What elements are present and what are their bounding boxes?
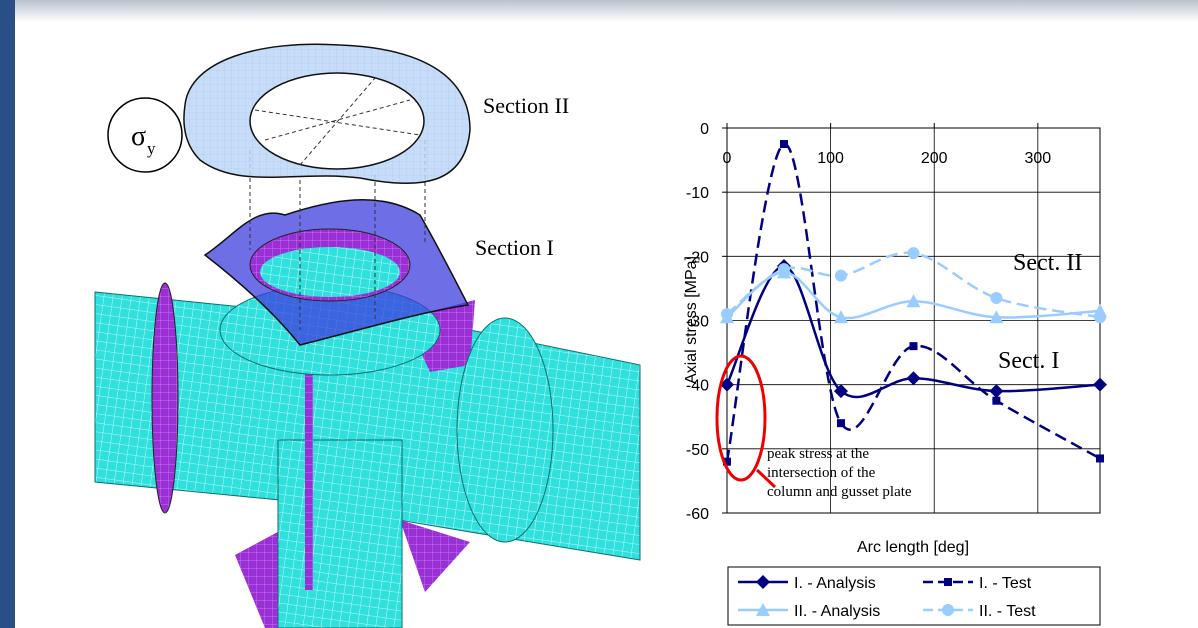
x-tick-label: 0: [723, 150, 732, 167]
legend-marker: [756, 575, 770, 589]
series-line: [726, 251, 1101, 319]
slide-top-band: [0, 0, 1198, 22]
marker: [906, 371, 921, 386]
sigma-symbol: σ: [131, 121, 146, 152]
marker: [989, 384, 1004, 399]
note: column and gusset plate: [767, 484, 912, 500]
marker: [1093, 377, 1107, 392]
section-label: Section II: [483, 93, 569, 118]
y-tick-label: -10: [686, 185, 709, 202]
annotation: Sect. II: [1013, 250, 1082, 276]
y-tick-label: -30: [686, 314, 709, 331]
annotation: Sect. I: [998, 348, 1059, 374]
y-axis-label: Axial stress [MPa]: [683, 256, 700, 384]
chart: 0 -10 -20 -30 -40 -50 -60 0 100 200 300 I. - Analys…: [686, 121, 1107, 626]
y-tick-label: 0: [700, 121, 709, 138]
marker: [720, 377, 734, 392]
note: intersection of the: [767, 465, 876, 481]
marker: [834, 269, 847, 282]
legend-label: II. - Analysis: [794, 603, 880, 620]
marker: [779, 140, 788, 149]
note: peak stress at the: [767, 446, 869, 462]
slide-left-strip: [0, 0, 15, 628]
marker: [990, 292, 1003, 305]
section-label: Section I: [475, 235, 554, 260]
sigma-subscript: y: [147, 139, 156, 158]
legend-marker: [944, 578, 952, 586]
highlight-ellipse: [715, 354, 767, 482]
marker: [833, 384, 848, 399]
marker: [909, 342, 918, 351]
marker: [721, 308, 733, 321]
legend-label: II. - Test: [979, 603, 1036, 620]
marker: [1094, 311, 1106, 324]
y-tick-label: -20: [686, 249, 709, 266]
x-tick-label: 200: [921, 150, 948, 167]
legend-label: I. - Analysis: [794, 575, 876, 592]
marker: [833, 310, 848, 324]
note-pointer: [755, 468, 777, 489]
marker: [723, 457, 731, 466]
marker: [989, 310, 1004, 324]
marker: [906, 294, 921, 308]
y-tick-label: -50: [686, 442, 709, 459]
legend-marker: [942, 604, 954, 616]
y-tick-label: -60: [686, 506, 709, 523]
fe-model: [94, 43, 641, 628]
legend-box: [727, 566, 1101, 626]
marker: [992, 396, 1001, 405]
x-axis-label: Arc length [deg]: [857, 539, 969, 556]
marker: [1096, 454, 1104, 463]
x-tick-label: 300: [1024, 150, 1051, 167]
marker: [907, 247, 920, 260]
legend-marker: [756, 603, 770, 616]
y-tick-label: -40: [686, 378, 709, 395]
marker: [777, 263, 790, 276]
x-tick-label: 100: [817, 150, 844, 167]
marker: [836, 419, 845, 428]
legend-label: I. - Test: [979, 575, 1032, 592]
